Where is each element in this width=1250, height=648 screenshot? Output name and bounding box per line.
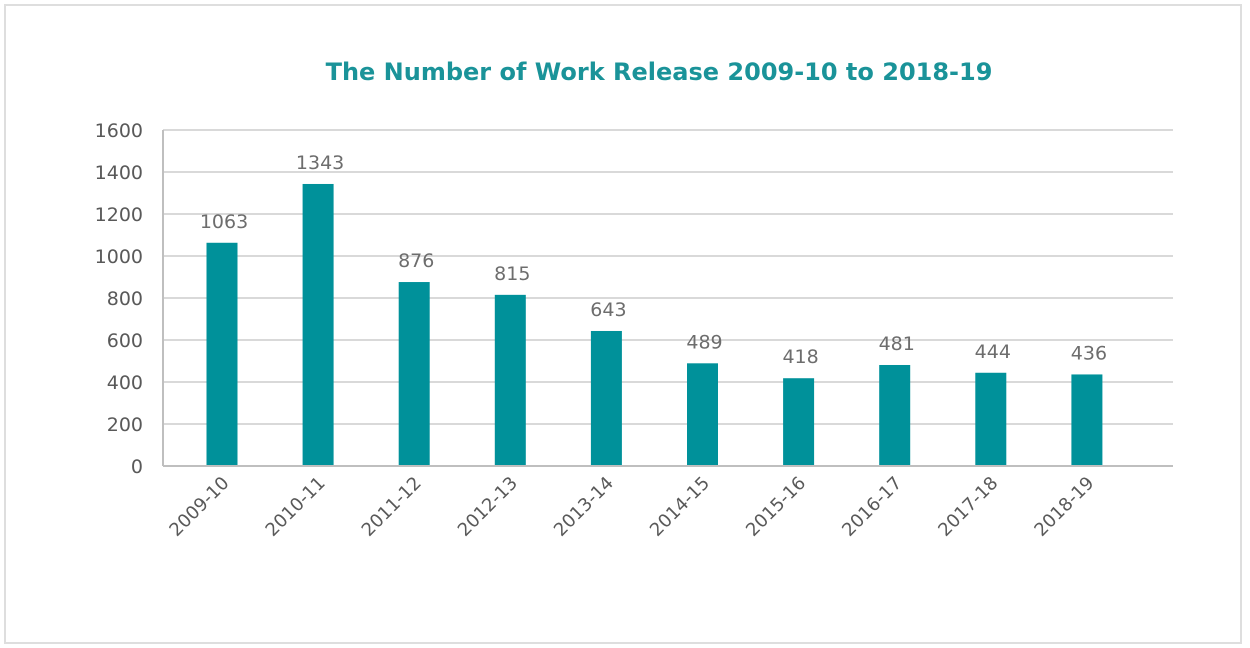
data-label-2014-15: 489 <box>686 331 722 353</box>
bar-2017-18 <box>975 372 1007 466</box>
data-label-2017-18: 444 <box>975 341 1011 363</box>
bar-2016-17 <box>879 364 911 466</box>
x-tick-label-2012-13: 2012-13 <box>454 473 522 541</box>
bar-2011-12 <box>398 282 430 466</box>
data-label-2013-14: 643 <box>590 299 626 321</box>
x-tick-label-2014-15: 2014-15 <box>646 473 714 541</box>
data-label-2012-13: 815 <box>494 263 530 285</box>
data-label-2018-19: 436 <box>1071 342 1107 364</box>
chart-title: The Number of Work Release 2009-10 to 20… <box>325 58 993 86</box>
y-tick-label: 1000 <box>95 246 143 268</box>
data-label-2010-11: 1343 <box>296 152 344 174</box>
data-label-2016-17: 481 <box>879 333 915 355</box>
x-tick-label-2009-10: 2009-10 <box>165 473 233 541</box>
y-tick-label: 800 <box>107 288 143 310</box>
data-label-2011-12: 876 <box>398 250 434 272</box>
data-label-2015-16: 418 <box>782 346 818 368</box>
x-tick-label-2010-11: 2010-11 <box>262 473 330 541</box>
x-tick-label-2013-14: 2013-14 <box>550 473 618 541</box>
y-tick-label: 600 <box>107 330 143 352</box>
data-labels: 1063 1343 876 815 643 489 418 481 444 436 <box>200 152 1107 368</box>
y-tick-label: 400 <box>107 372 143 394</box>
bars <box>206 183 1103 466</box>
y-tick-label: 0 <box>131 456 143 478</box>
y-tick-label: 1200 <box>95 204 143 226</box>
x-axis-ticks: 2009-10 2010-11 2011-12 2012-13 2013-14 2014-… <box>165 473 1098 541</box>
y-tick-label: 200 <box>107 414 143 436</box>
bar-2015-16 <box>783 378 815 466</box>
x-tick-label-2016-17: 2016-17 <box>838 473 906 541</box>
bar-2012-13 <box>494 294 526 466</box>
x-tick-label-2015-16: 2015-16 <box>742 473 810 541</box>
data-label-2009-10: 1063 <box>200 211 248 233</box>
bar-2010-11 <box>302 183 334 466</box>
bar-2013-14 <box>590 330 622 466</box>
y-tick-label: 1400 <box>95 162 143 184</box>
x-tick-label-2011-12: 2011-12 <box>358 473 426 541</box>
bar-2014-15 <box>687 363 718 466</box>
y-tick-label: 1600 <box>95 120 143 142</box>
x-tick-label-2017-18: 2017-18 <box>934 473 1002 541</box>
y-axis-ticks: 0 200 400 600 800 1000 1200 1400 1600 <box>95 120 143 478</box>
bar-2009-10 <box>206 242 238 466</box>
x-tick-label-2018-19: 2018-19 <box>1030 473 1098 541</box>
bar-2018-19 <box>1071 374 1103 466</box>
